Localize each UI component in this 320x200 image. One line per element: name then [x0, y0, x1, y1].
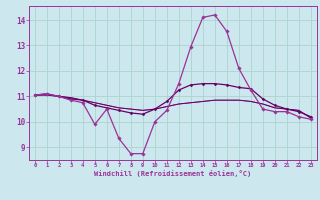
X-axis label: Windchill (Refroidissement éolien,°C): Windchill (Refroidissement éolien,°C) [94, 170, 252, 177]
